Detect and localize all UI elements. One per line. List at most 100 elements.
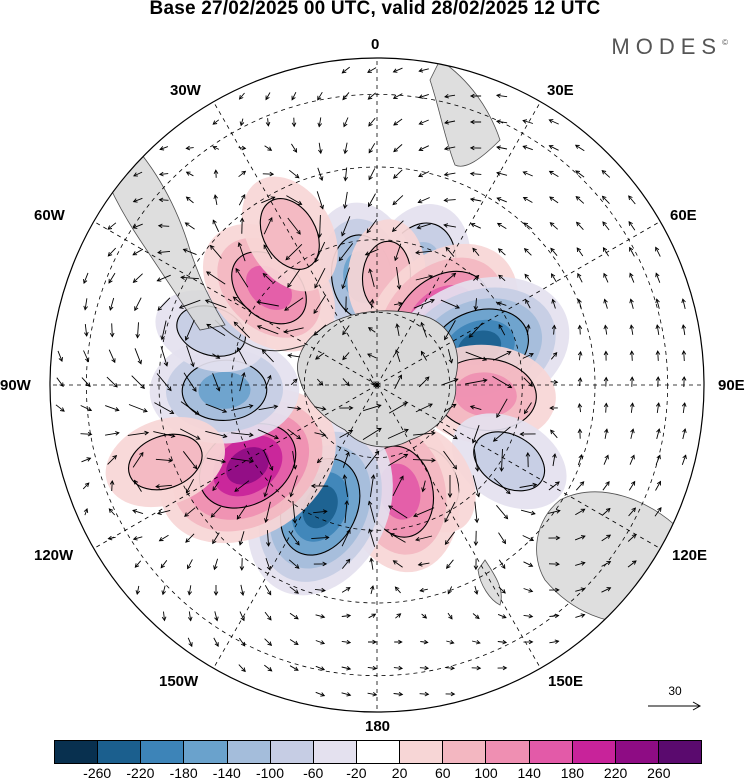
wind-vector (237, 242, 246, 262)
wind-vector (288, 169, 300, 179)
wind-vector (239, 558, 245, 571)
wind-vector (575, 481, 585, 491)
wind-vector (369, 298, 375, 309)
wind-vector (266, 530, 271, 547)
wind-vector (447, 475, 453, 498)
wind-vector (205, 430, 228, 439)
wind-vector (442, 428, 458, 440)
wind-vector (549, 196, 559, 204)
wind-vector (495, 93, 508, 99)
meridian-line (93, 384, 378, 549)
wind-vector (341, 665, 352, 671)
wind-vector (310, 483, 329, 489)
wind-vector (212, 481, 220, 492)
wind-vector (523, 613, 534, 619)
south-pole-marker (375, 383, 379, 387)
wind-vector (574, 144, 585, 152)
wind-vector (523, 222, 533, 230)
meridian-line (376, 101, 541, 386)
wind-vector (109, 323, 115, 338)
wind-vector (287, 406, 302, 411)
wind-vector (187, 611, 193, 622)
wind-vector (182, 248, 197, 256)
wind-vector (134, 479, 142, 492)
wind-vector (367, 353, 377, 359)
wind-vector (603, 350, 609, 361)
wind-vector (418, 376, 430, 388)
colorbar-tick-label: -220 (126, 765, 155, 781)
lon-label-120e: 120E (672, 547, 708, 564)
wind-vector (316, 378, 324, 386)
wind-vector (158, 171, 169, 177)
wind-vector (445, 559, 454, 569)
wind-vector (418, 68, 429, 73)
wind-vector (630, 428, 635, 439)
colorbar-segment (141, 741, 185, 763)
wind-vector (183, 372, 197, 392)
wind-vector (284, 297, 304, 311)
wind-vector (681, 454, 687, 465)
wind-vector (369, 585, 375, 595)
wind-vector (417, 562, 430, 567)
wind-vector (655, 480, 661, 491)
wind-vector (444, 272, 457, 283)
wind-vector (442, 378, 459, 386)
wind-vector (418, 93, 429, 99)
wind-vector (391, 220, 404, 232)
wind-vector (55, 404, 65, 412)
wind-vector (238, 664, 246, 673)
wind-vector (549, 613, 560, 619)
wind-vector (469, 145, 482, 151)
wind-vector (313, 561, 328, 567)
wind-vector (317, 167, 324, 182)
wind-vector (549, 405, 558, 411)
wind-vector (342, 474, 349, 497)
wind-vector (184, 319, 195, 341)
wind-vector (394, 586, 401, 594)
wind-vector (185, 145, 194, 151)
wind-vector (107, 454, 118, 465)
anomaly-contour (128, 434, 203, 490)
wind-vector (445, 665, 456, 671)
wind-vector (499, 448, 504, 472)
wind-vector (209, 244, 222, 259)
wind-vector (415, 535, 433, 542)
wind-vector (288, 530, 300, 546)
wind-vector (160, 346, 169, 367)
wind-vector (127, 430, 150, 436)
wind-vector (548, 481, 560, 491)
wind-vector (369, 557, 374, 570)
wind-vector (315, 352, 325, 360)
wind-vector (182, 451, 198, 470)
wind-vector (656, 428, 661, 440)
wind-vector (289, 612, 299, 620)
wind-vector (233, 321, 251, 339)
wind-vector (469, 405, 482, 411)
wind-vector (314, 432, 327, 437)
wind-vector (498, 559, 506, 570)
wind-vector (603, 454, 609, 465)
wind-vector (239, 371, 246, 392)
wind-vector (314, 241, 326, 263)
wind-vector (655, 454, 661, 465)
wind-vector (108, 272, 116, 284)
wind-vector (444, 320, 456, 341)
colorbar-tick-label: 100 (474, 765, 498, 781)
wind-vector (134, 560, 142, 568)
wind-vector (388, 402, 408, 414)
wind-vector (161, 611, 167, 622)
wind-vector (368, 143, 376, 154)
wind-vector (497, 248, 506, 256)
wind-vector (186, 345, 195, 368)
wind-vector (548, 119, 559, 125)
wind-vector (575, 170, 585, 178)
wind-vector (315, 614, 326, 619)
wind-vector (419, 665, 430, 671)
colorbar-ticks: -260 -220 -180 -140 -100 -60 -20 20 60 100 140 180 2… (0, 765, 750, 783)
wind-vector (133, 171, 143, 177)
wind-vector (213, 558, 219, 571)
wind-vector (392, 195, 404, 206)
wind-vector (471, 639, 481, 645)
wind-vector (550, 429, 558, 439)
wind-vector (157, 297, 171, 311)
